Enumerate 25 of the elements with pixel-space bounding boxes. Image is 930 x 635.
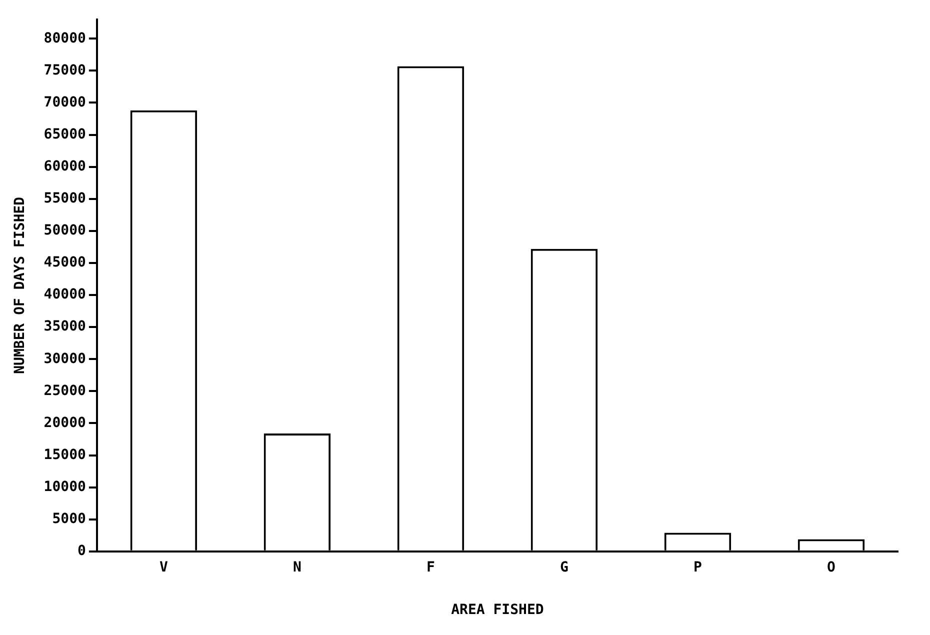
y-tick-label: 60000 bbox=[44, 158, 86, 174]
x-axis-title: AREA FISHED bbox=[451, 602, 544, 618]
x-tick-label: O bbox=[827, 559, 836, 576]
y-tick-label: 15000 bbox=[44, 446, 86, 463]
y-tick-label: 75000 bbox=[44, 62, 86, 78]
y-tick-label: 20000 bbox=[44, 414, 86, 431]
y-tick-label: 10000 bbox=[44, 478, 86, 495]
y-axis-title: NUMBER OF DAYS FISHED bbox=[12, 196, 28, 374]
x-tick-label: V bbox=[159, 559, 168, 576]
y-tick-label: 70000 bbox=[44, 94, 86, 110]
y-tick-label: 40000 bbox=[44, 286, 86, 303]
y-tick-label: 80000 bbox=[44, 30, 86, 46]
y-tick-label: 30000 bbox=[44, 350, 86, 367]
x-tick-label: F bbox=[426, 559, 435, 576]
y-tick-label: 35000 bbox=[44, 318, 86, 335]
y-tick-label: 0 bbox=[78, 543, 86, 560]
x-tick-label: P bbox=[694, 559, 702, 576]
y-tick-label: 55000 bbox=[44, 190, 86, 207]
x-tick-label: N bbox=[292, 559, 302, 576]
y-tick-label: 25000 bbox=[44, 382, 86, 399]
y-tick-label: 45000 bbox=[44, 254, 86, 271]
y-tick-label: 65000 bbox=[44, 126, 86, 142]
y-tick-label: 50000 bbox=[44, 222, 86, 239]
x-tick-label: G bbox=[560, 559, 568, 576]
y-tick-label: 5000 bbox=[52, 510, 86, 527]
